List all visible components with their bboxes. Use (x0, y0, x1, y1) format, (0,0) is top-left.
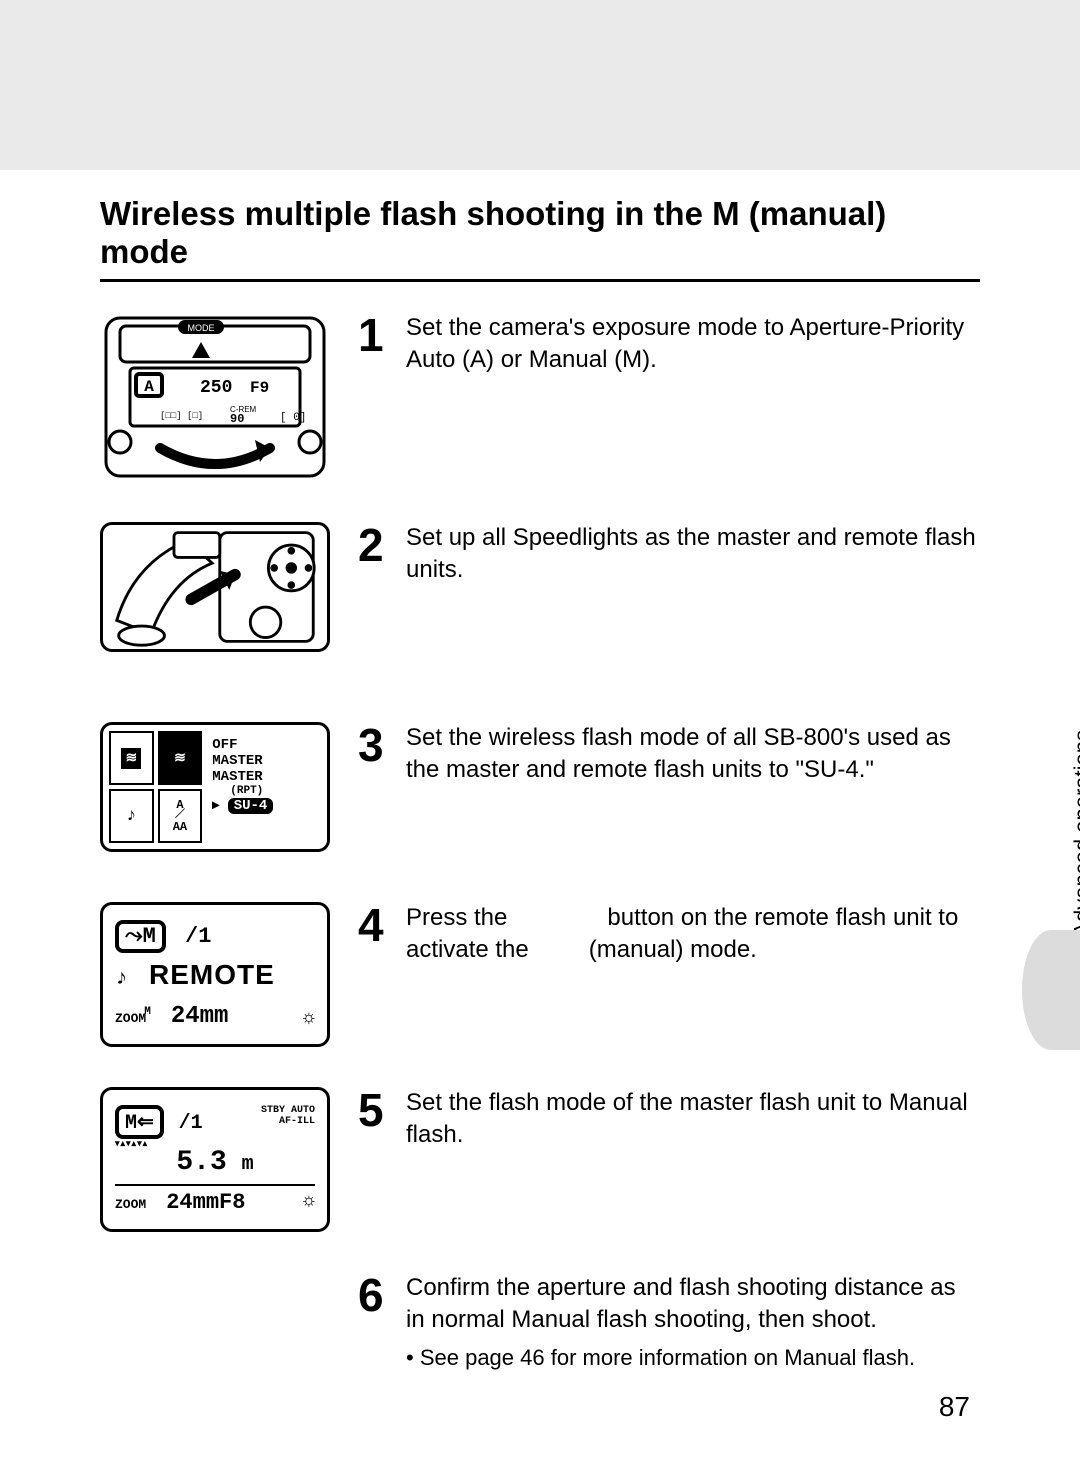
step-1-text: Set the camera's exposure mode to Apertu… (406, 312, 980, 377)
step-6: 6 Confirm the aperture and flash shootin… (100, 1272, 980, 1372)
step-3-illustration: ≋ ≋ ♪ A ／ AA OFF MASTER MASTER (RPT) ▸ S… (100, 722, 330, 852)
page-number: 87 (939, 1391, 970, 1423)
step-4-number: 4 (358, 902, 400, 948)
step-2-text: Set up all Speedlights as the master and… (406, 522, 980, 587)
svg-text:A: A (144, 378, 154, 396)
step-6-number: 6 (358, 1272, 400, 1318)
side-tab-label: Advanced operations (1070, 730, 1080, 937)
section-title: Wireless multiple flash shooting in the … (100, 195, 980, 282)
step-1-illustration: MODE A 250 F9 [□□] [□] C-REM 90 [ 0] (100, 312, 330, 482)
step-4: ⤳M /1 ♪ REMOTE ZOOMM 24mm ☼ 4 Press the (100, 902, 980, 1047)
step-3-text: Set the wireless flash mode of all SB-80… (406, 722, 980, 787)
svg-text:[ 0]: [ 0] (280, 412, 306, 424)
step-1-number: 1 (358, 312, 400, 358)
step-1: MODE A 250 F9 [□□] [□] C-REM 90 [ 0] (100, 312, 980, 482)
step-6-text: Confirm the aperture and flash shooting … (406, 1272, 980, 1372)
side-tab-curve (1022, 930, 1080, 1050)
svg-text:90: 90 (230, 412, 244, 426)
step-5-number: 5 (358, 1087, 400, 1133)
step-5: M⇐ /1 ▾▴▾▴▾▴ STBY AUTO AF-ILL 5.3 m (100, 1087, 980, 1232)
step-5-illustration: M⇐ /1 ▾▴▾▴▾▴ STBY AUTO AF-ILL 5.3 m (100, 1087, 330, 1232)
svg-text:250: 250 (200, 378, 232, 398)
step-2-illustration (100, 522, 330, 652)
step-5-text: Set the flash mode of the master flash u… (406, 1087, 980, 1152)
step-4-text: Press the button on the remote flash uni… (406, 902, 980, 967)
step-2: 2 Set up all Speedlights as the master a… (100, 522, 980, 682)
step-6-subtext: See page 46 for more information on Manu… (406, 1343, 980, 1373)
svg-text:MODE: MODE (188, 323, 215, 333)
step-3: ≋ ≋ ♪ A ／ AA OFF MASTER MASTER (RPT) ▸ S… (100, 722, 980, 862)
step-3-number: 3 (358, 722, 400, 768)
page-content: Wireless multiple flash shooting in the … (100, 195, 980, 1412)
step-2-number: 2 (358, 522, 400, 568)
side-tab: Advanced operations (1022, 730, 1080, 1050)
svg-text:F9: F9 (250, 379, 269, 397)
top-gray-band (0, 0, 1080, 170)
svg-text:[□□] [□]: [□□] [□] (160, 411, 203, 421)
step-4-illustration: ⤳M /1 ♪ REMOTE ZOOMM 24mm ☼ (100, 902, 330, 1047)
